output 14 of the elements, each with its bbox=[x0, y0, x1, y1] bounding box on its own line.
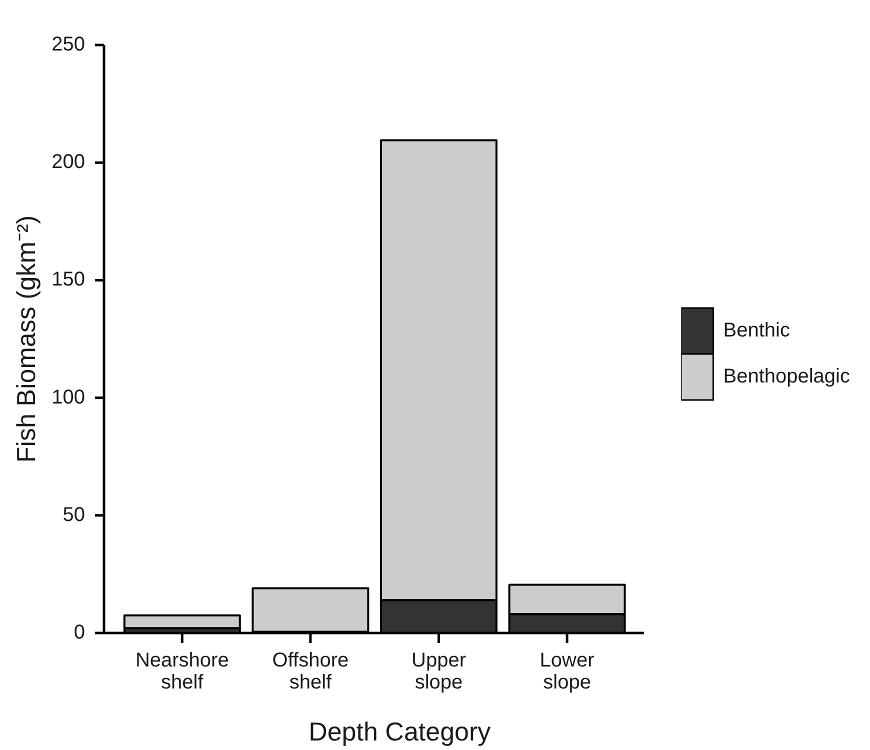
y-tick-label: 200 bbox=[52, 151, 85, 174]
x-tick-label: Nearshore shelf bbox=[135, 650, 229, 694]
y-tick-label: 100 bbox=[52, 386, 85, 408]
y-tick-label: 150 bbox=[52, 268, 85, 291]
x-tick-label: Offshore shelf bbox=[272, 650, 349, 694]
legend-label: Benthic bbox=[723, 320, 790, 342]
x-tick-label: Upper slope bbox=[412, 650, 466, 694]
y-tick-label: 50 bbox=[62, 504, 85, 526]
x-axis-title: Depth Category bbox=[308, 716, 491, 747]
y-axis-title: Fish Biomass (gkm⁻²) bbox=[10, 215, 41, 463]
legend-label: Benthopelagic bbox=[723, 366, 850, 388]
y-tick-label: 250 bbox=[52, 34, 85, 56]
x-tick-label: Lower slope bbox=[540, 650, 595, 694]
y-tick-label: 0 bbox=[74, 622, 85, 644]
